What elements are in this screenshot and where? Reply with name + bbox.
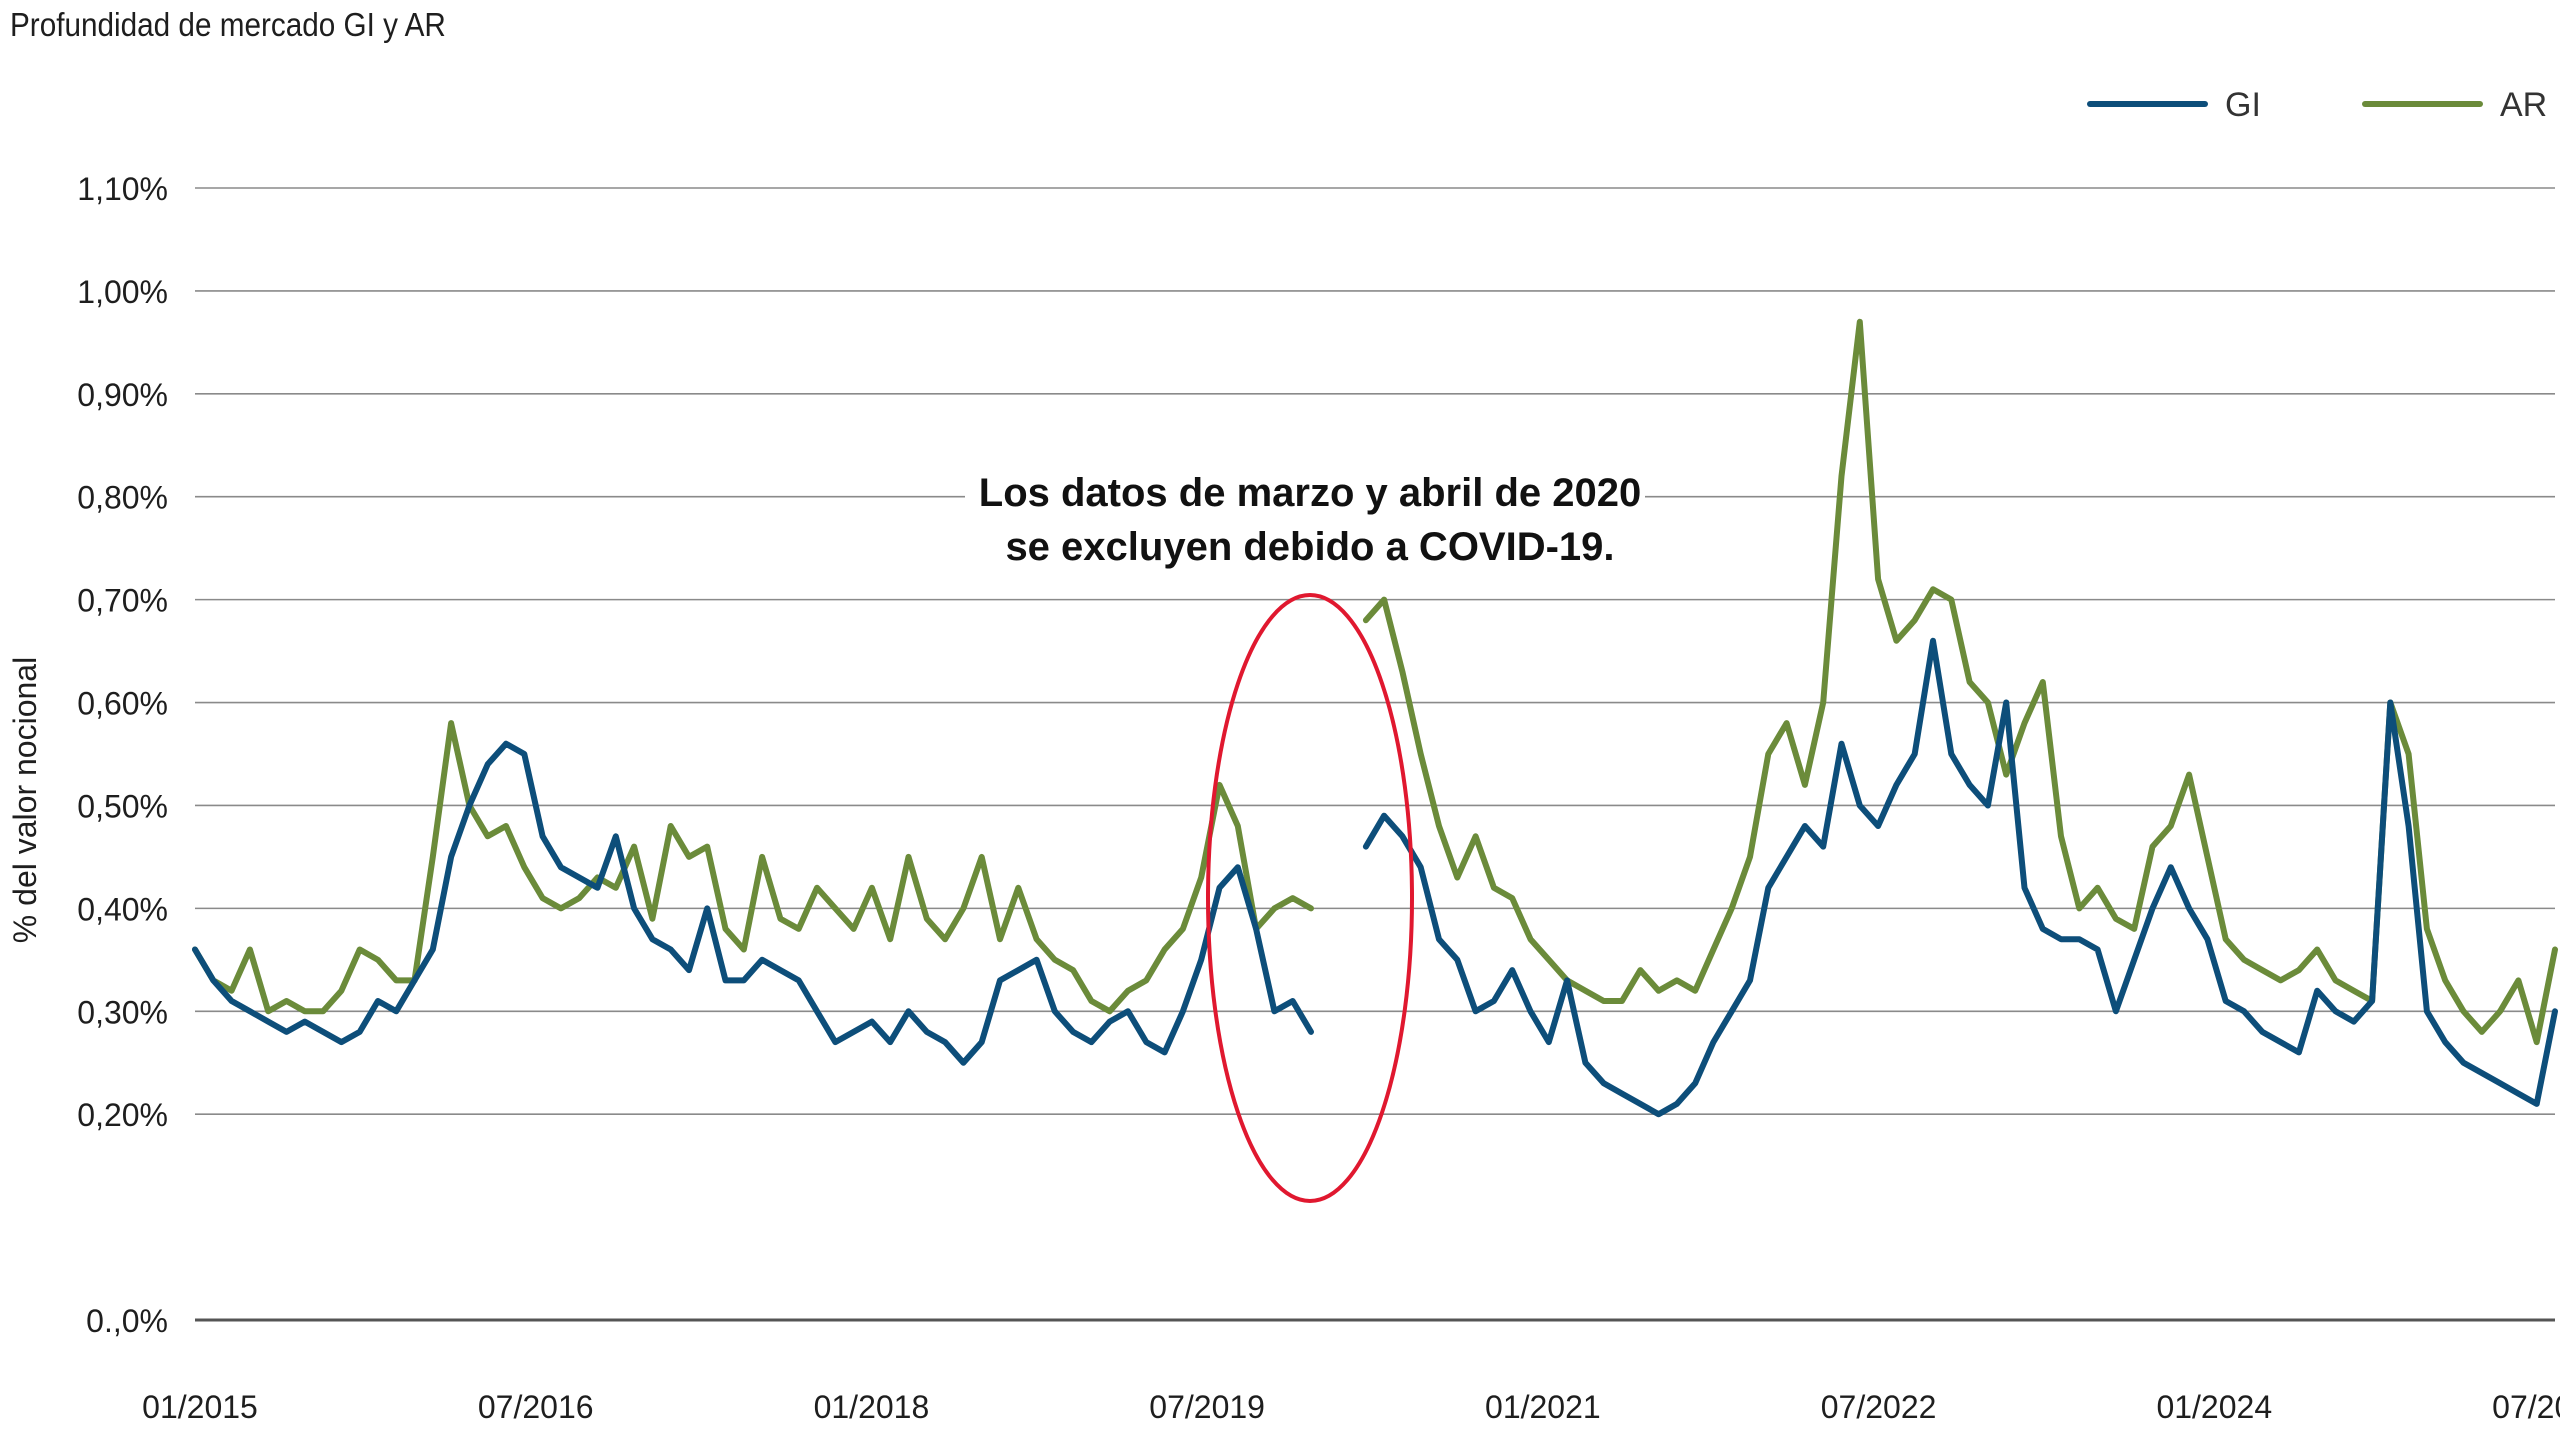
y-tick-label: 1,00% [77, 274, 168, 310]
highlight-ellipse [1206, 593, 1414, 1203]
gridlines [195, 187, 2555, 1322]
x-tick-label: 01/2021 [1485, 1389, 1601, 1425]
y-axis-label: % del valor nocional [7, 657, 43, 943]
x-tick-label: 07/2019 [1149, 1389, 1265, 1425]
x-tick-label: 01/2018 [814, 1389, 930, 1425]
x-tick-label: 07/2025 [2492, 1389, 2560, 1425]
x-tick-labels: 01/2015 07/2016 01/2018 07/2019 01/2021 07/20… [142, 1389, 2560, 1425]
y-tick-label: 0,90% [77, 377, 168, 413]
series-lines [192, 318, 2558, 1118]
y-tick-label: 0,60% [77, 686, 168, 722]
annotation-text-line: se excluyen debido a COVID-19. [1005, 525, 1614, 569]
legend-label-ar: AR [2500, 86, 2547, 124]
y-tick-label: 1,10% [77, 171, 168, 207]
series-line-ar [192, 318, 2558, 1046]
annotation-text-line: Los datos de marzo y abril de 2020 [979, 471, 1641, 515]
annotation: Los datos de marzo y abril de 2020 se exc… [965, 455, 1645, 1203]
y-tick-label: 0,70% [77, 583, 168, 619]
y-tick-label: 0,80% [77, 480, 168, 516]
series-line-gi [192, 637, 2558, 1118]
x-tick-label: 01/2015 [142, 1389, 258, 1425]
chart-title: Profundidad de mercado GI y AR [10, 6, 446, 43]
x-tick-label: 07/2016 [478, 1389, 594, 1425]
y-tick-labels: 0.,0% 0,20% 0,30% 0,40% 0,50% 0,60% 0,70% 0,80%… [77, 171, 168, 1339]
y-tick-label: 0,40% [77, 891, 168, 927]
legend: GI AR [2087, 86, 2547, 124]
legend-label-gi: GI [2225, 86, 2261, 124]
x-tick-label: 01/2024 [2156, 1389, 2272, 1425]
y-tick-label: 0,30% [77, 994, 168, 1030]
y-tick-label: 0,20% [77, 1097, 168, 1133]
annotation-background [965, 455, 1645, 575]
y-tick-label: 0,50% [77, 788, 168, 824]
x-tick-label: 07/2022 [1821, 1389, 1937, 1425]
y-tick-label: 0.,0% [86, 1303, 168, 1339]
